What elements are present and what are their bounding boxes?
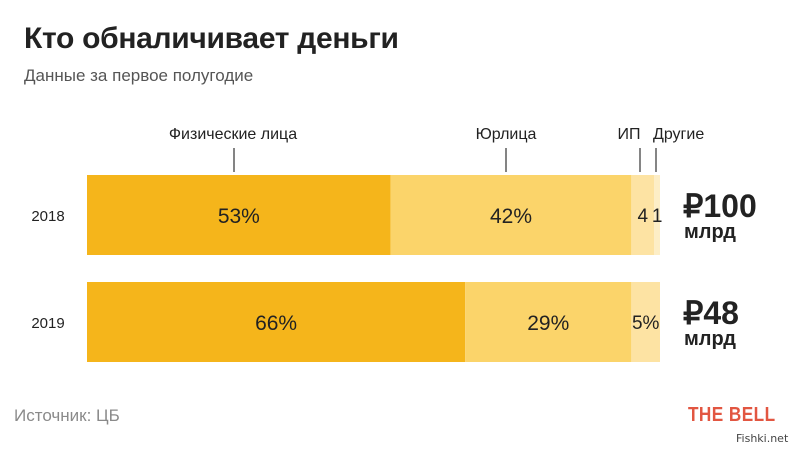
- data-label-2019-series-0: 66%: [255, 312, 297, 335]
- data-label-2018-series-0: 53%: [218, 205, 260, 228]
- data-label-2018-series-2: 4: [638, 206, 649, 227]
- data-label-2019-series-1: 29%: [527, 312, 569, 335]
- bar-2018-series-1: [390, 175, 632, 255]
- total-amount-2018: ₽100: [683, 188, 757, 224]
- total-amount-2019: ₽48: [683, 295, 739, 331]
- bar-2018-series-0: [87, 175, 391, 255]
- legend-legal-entities: Юрлица: [476, 126, 537, 143]
- bar-2019-series-1: [465, 282, 632, 362]
- bar-2018-series-2: [631, 175, 655, 255]
- bar-2019-series-2: [631, 282, 660, 362]
- data-label-2019-series-2: 5%: [632, 313, 660, 334]
- legend-individuals: Физические лица: [169, 126, 297, 143]
- row-label-2018: 2018: [31, 208, 64, 225]
- chart-subtitle: Данные за первое полугодие: [24, 66, 254, 85]
- bar-2018-series-3: [654, 175, 660, 255]
- source-note: Источник: ЦБ: [14, 406, 120, 425]
- data-label-2018-series-1: 42%: [490, 205, 532, 228]
- watermark: Fishki.net: [736, 432, 789, 445]
- total-unit-2019: млрд: [684, 328, 736, 350]
- legend-other: Другие: [653, 126, 704, 143]
- legend-ip: ИП: [618, 126, 641, 143]
- total-unit-2018: млрд: [684, 221, 736, 243]
- data-label-2018-series-3: 1: [652, 206, 663, 227]
- row-label-2019: 2019: [31, 315, 64, 332]
- chart-title: Кто обналичивает деньги: [24, 22, 399, 55]
- the-bell-logo: THE BELL: [688, 404, 776, 426]
- bar-2019-series-0: [87, 282, 466, 362]
